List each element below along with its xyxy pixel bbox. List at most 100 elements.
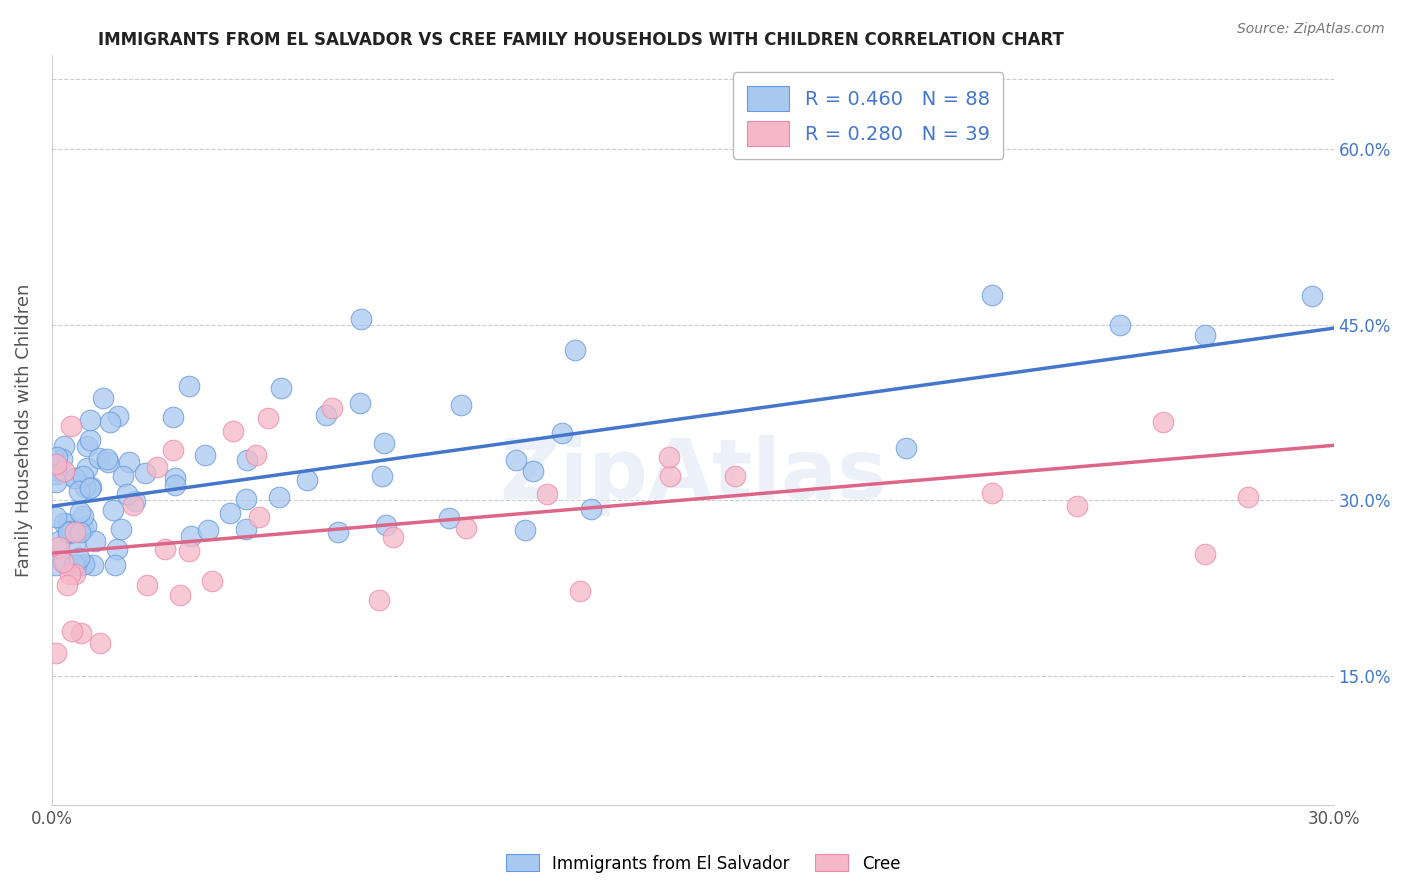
Point — [63, 558, 86, 572]
Point — [155, 542, 177, 557]
Point — [58, 524, 80, 539]
Point — [56, 578, 79, 592]
Point — [1194, 327, 1216, 342]
Point — [658, 469, 681, 483]
Point — [101, 503, 124, 517]
Point — [505, 453, 527, 467]
Legend: Immigrants from El Salvador, Cree: Immigrants from El Salvador, Cree — [499, 847, 907, 880]
Point — [104, 558, 127, 572]
Point — [60, 418, 83, 433]
Point — [368, 593, 391, 607]
Point — [222, 424, 245, 438]
Point — [75, 518, 97, 533]
Point — [375, 517, 398, 532]
Point — [45, 457, 67, 471]
Point — [515, 523, 537, 537]
Point — [219, 506, 242, 520]
Point — [63, 567, 86, 582]
Point — [235, 522, 257, 536]
Point — [315, 408, 337, 422]
Point — [93, 391, 115, 405]
Point — [65, 534, 87, 549]
Point — [45, 463, 67, 477]
Point — [1066, 499, 1088, 513]
Point — [115, 486, 138, 500]
Point — [96, 451, 118, 466]
Point — [980, 287, 1002, 301]
Point — [60, 524, 83, 538]
Point — [73, 480, 96, 494]
Point — [72, 508, 94, 523]
Point — [267, 490, 290, 504]
Point — [522, 464, 544, 478]
Point — [437, 511, 460, 525]
Point — [45, 558, 67, 572]
Point — [980, 485, 1002, 500]
Point — [450, 398, 472, 412]
Y-axis label: Family Households with Children: Family Households with Children — [15, 284, 32, 577]
Point — [72, 522, 94, 536]
Point — [371, 469, 394, 483]
Point — [180, 529, 202, 543]
Point — [69, 505, 91, 519]
Point — [146, 460, 169, 475]
Point — [177, 543, 200, 558]
Point — [76, 439, 98, 453]
Point — [82, 558, 104, 572]
Point — [321, 401, 343, 416]
Point — [194, 448, 217, 462]
Point — [245, 448, 267, 462]
Text: ZipAtlas: ZipAtlas — [499, 434, 887, 516]
Point — [270, 381, 292, 395]
Point — [1109, 318, 1132, 332]
Point — [201, 574, 224, 588]
Point — [52, 516, 75, 530]
Point — [110, 522, 132, 536]
Point — [197, 523, 219, 537]
Point — [456, 521, 478, 535]
Point — [48, 533, 70, 548]
Text: IMMIGRANTS FROM EL SALVADOR VS CREE FAMILY HOUSEHOLDS WITH CHILDREN CORRELATION : IMMIGRANTS FROM EL SALVADOR VS CREE FAMI… — [98, 31, 1064, 49]
Point — [98, 415, 121, 429]
Point — [45, 646, 67, 660]
Point — [1237, 491, 1260, 505]
Point — [162, 410, 184, 425]
Point — [134, 466, 156, 480]
Point — [65, 470, 87, 484]
Legend: R = 0.460   N = 88, R = 0.280   N = 39: R = 0.460 N = 88, R = 0.280 N = 39 — [733, 72, 1004, 160]
Point — [121, 498, 143, 512]
Point — [169, 588, 191, 602]
Point — [349, 395, 371, 409]
Point — [76, 461, 98, 475]
Point — [60, 624, 83, 638]
Point — [896, 442, 918, 456]
Point — [58, 525, 80, 540]
Point — [79, 413, 101, 427]
Text: Source: ZipAtlas.com: Source: ZipAtlas.com — [1237, 22, 1385, 37]
Point — [53, 464, 76, 478]
Point — [97, 454, 120, 468]
Point — [564, 343, 586, 357]
Point — [382, 530, 405, 544]
Point — [59, 567, 82, 582]
Point — [118, 455, 141, 469]
Point — [67, 483, 90, 498]
Point — [63, 470, 86, 484]
Point — [247, 510, 270, 524]
Point — [724, 469, 747, 483]
Point — [89, 635, 111, 649]
Point — [45, 467, 67, 481]
Point — [52, 555, 75, 569]
Point — [569, 583, 592, 598]
Point — [67, 551, 90, 566]
Point — [124, 493, 146, 508]
Point — [72, 469, 94, 483]
Point — [536, 486, 558, 500]
Point — [48, 540, 70, 554]
Point — [105, 541, 128, 556]
Point — [53, 556, 76, 570]
Point — [63, 524, 86, 539]
Point — [257, 411, 280, 425]
Point — [177, 378, 200, 392]
Point — [1152, 415, 1174, 429]
